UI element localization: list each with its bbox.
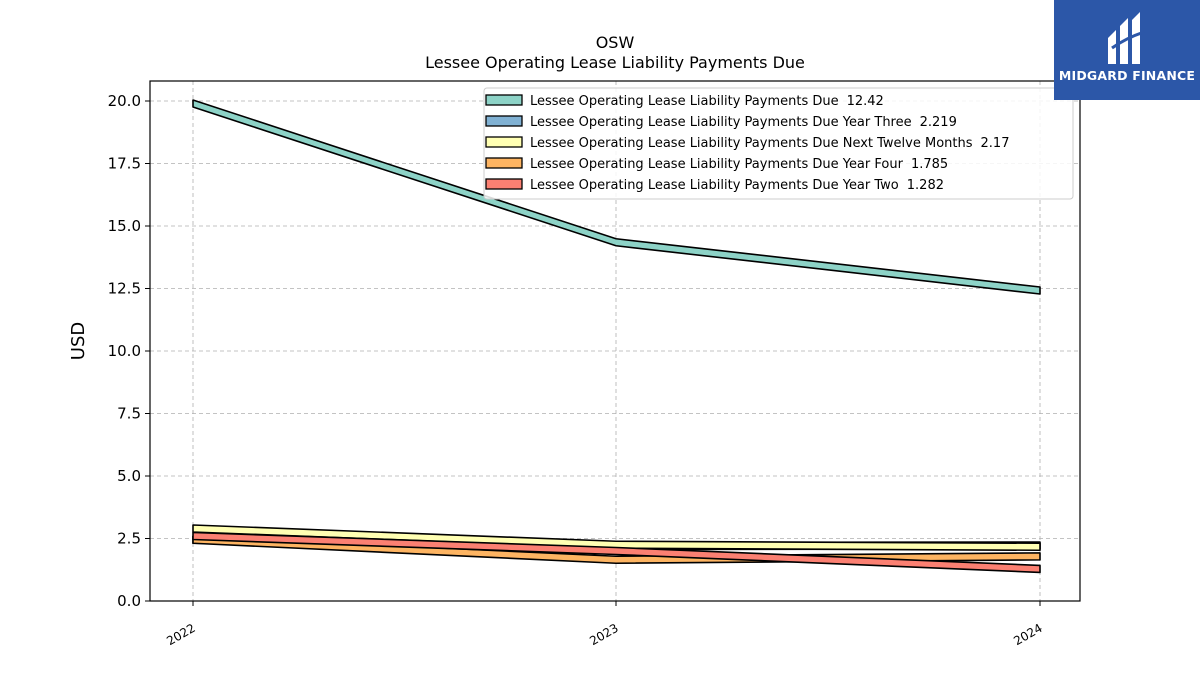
legend: Lessee Operating Lease Liability Payment… [483,87,1074,200]
chart-title: OSW [596,33,635,52]
legend-swatch-3 [485,157,523,169]
legend-entry-0: Lessee Operating Lease Liability Payment… [530,94,884,109]
legend-swatch-4 [485,178,523,190]
logo-mark-icon [1108,12,1145,64]
legend-entry-3: Lessee Operating Lease Liability Payment… [530,157,948,172]
y-tick-label: 20.0 [108,92,141,110]
y-tick-label: 12.5 [108,280,141,298]
legend-entry-value: 12.42 [847,94,884,109]
legend-swatch-1 [485,115,523,127]
legend-entry-name: Lessee Operating Lease Liability Payment… [530,157,904,172]
series-layer [192,99,1041,574]
legend-entry-value: 1.282 [907,178,944,193]
legend-box [483,87,1074,200]
legend-swatch-2 [485,136,523,148]
y-tick-label: 15.0 [108,217,141,235]
y-tick-label: 7.5 [117,405,141,423]
y-tick-label: 10.0 [108,342,141,360]
legend-entry-name: Lessee Operating Lease Liability Payment… [530,178,899,193]
legend-entry-value: 1.785 [911,157,948,172]
chart-subtitle: Lessee Operating Lease Liability Payment… [425,53,805,72]
legend-entry-value: 2.219 [920,115,957,130]
y-axis: 0.0 2.5 5.0 7.5 10.0 12.5 15.0 17.5 20.0 [108,92,150,610]
y-tick-label: 5.0 [117,467,141,485]
legend-entry-2: Lessee Operating Lease Liability Payment… [530,136,1009,151]
x-axis: 2022 2023 2024 [164,601,1045,648]
y-tick-label: 17.5 [108,155,141,173]
x-tick-label: 2022 [164,621,197,648]
brand-name: MIDGARD FINANCE [1058,68,1196,83]
x-tick-label: 2024 [1011,621,1044,648]
legend-entry-value: 2.17 [981,136,1010,151]
plot-frame [149,80,1081,602]
brand-logo: MIDGARD FINANCE [1054,0,1200,100]
legend-entry-4: Lessee Operating Lease Liability Payment… [530,178,944,193]
x-tick-label: 2023 [587,621,620,648]
legend-entry-1: Lessee Operating Lease Liability Payment… [530,115,957,130]
y-axis-label: USD [68,322,89,360]
y-tick-label: 2.5 [117,530,141,548]
legend-entry-name: Lessee Operating Lease Liability Payment… [530,115,912,130]
series-line-4 [192,531,1041,574]
legend-swatch-0 [485,94,523,106]
legend-entry-name: Lessee Operating Lease Liability Payment… [530,94,839,109]
y-tick-label: 0.0 [117,592,141,610]
series-line-0 [192,99,1041,295]
legend-entry-name: Lessee Operating Lease Liability Payment… [530,136,973,151]
